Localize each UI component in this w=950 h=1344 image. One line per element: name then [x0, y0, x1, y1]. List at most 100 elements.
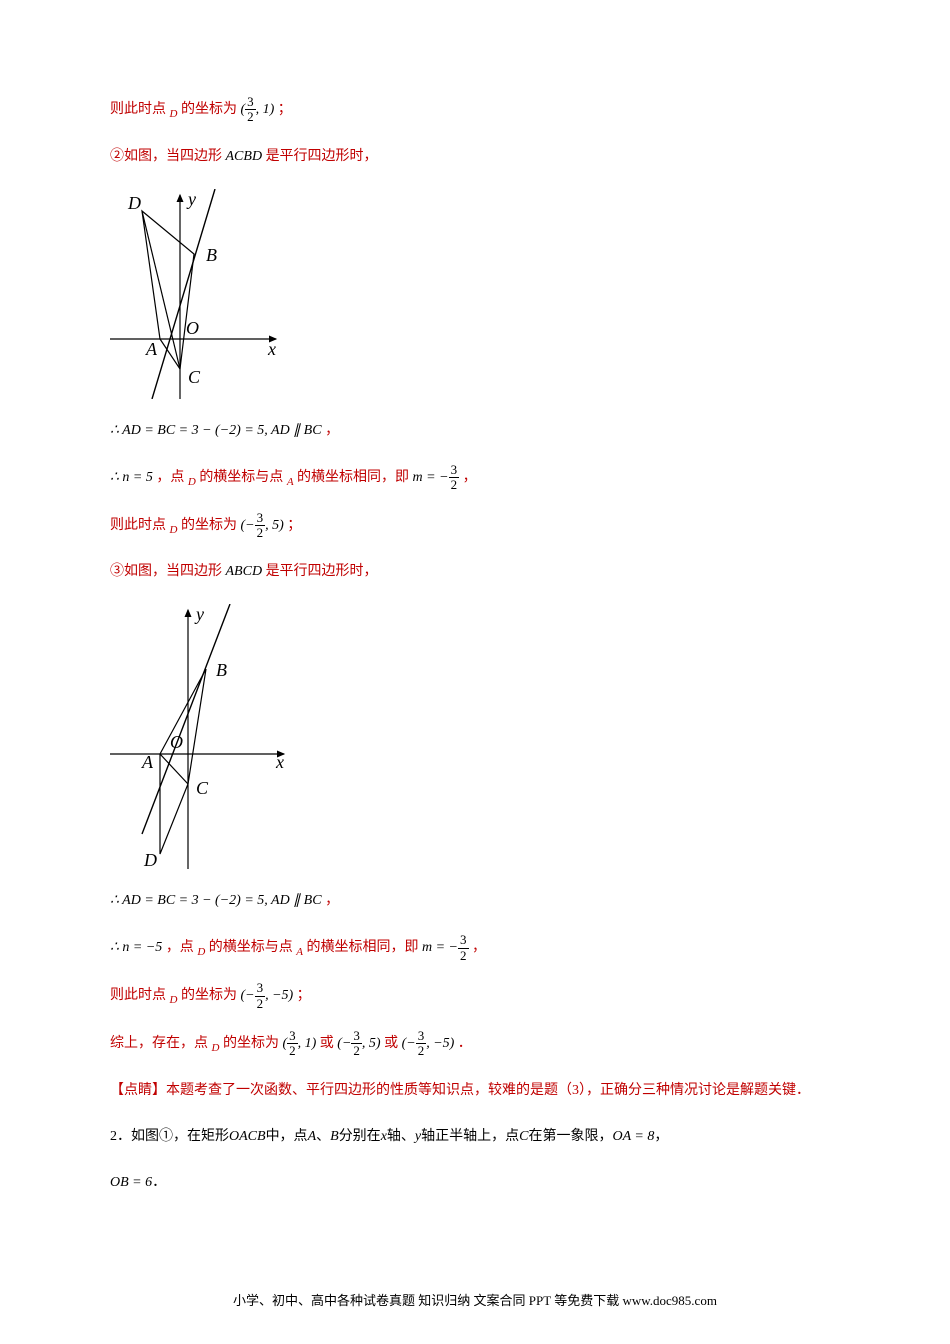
- text: 则此时点: [110, 518, 166, 533]
- text: ；: [297, 988, 311, 1003]
- text: 或: [384, 1036, 398, 1051]
- sub-D: D: [212, 1042, 220, 1054]
- sub-D: D: [197, 946, 205, 958]
- coord: , 5): [362, 1036, 381, 1051]
- text: ．: [152, 1175, 166, 1190]
- eq-1: ∴ AD = BC = 3 − (−2) = 5, AD ∥ BC ，: [110, 417, 840, 445]
- svg-text:A: A: [145, 339, 158, 359]
- coord-open: (−: [240, 518, 254, 533]
- svg-text:O: O: [170, 732, 183, 752]
- sub-D: D: [170, 994, 178, 1006]
- text: 或: [320, 1036, 334, 1051]
- svg-text:A: A: [141, 752, 154, 772]
- line-3: ∴ n = 5 ，点 D 的横坐标与点 A 的横坐标相同，即 m = −32 ，: [110, 463, 840, 493]
- text: 中，点: [266, 1129, 308, 1144]
- svg-text:C: C: [196, 778, 209, 798]
- comma: ，: [325, 423, 339, 438]
- sub-D: D: [170, 108, 178, 120]
- coord: , 1): [298, 1036, 317, 1051]
- coord: , −5): [265, 988, 293, 1003]
- eq-text: ∴ AD = BC = 3 − (−2) = 5, AD ∥ BC: [110, 423, 322, 438]
- text: ，: [654, 1129, 668, 1144]
- frac: 32: [416, 1029, 427, 1059]
- text: ，点: [166, 940, 194, 955]
- text: 是平行四边形时，: [266, 149, 378, 164]
- line-7: 则此时点 D 的坐标为 (−32, −5) ；: [110, 981, 840, 1011]
- text: 在第一象限，: [528, 1129, 612, 1144]
- coord-open: (−: [240, 988, 254, 1003]
- m-eq: m = −: [422, 940, 458, 955]
- coord: , 1): [256, 102, 275, 117]
- eq-text: ∴ AD = BC = 3 − (−2) = 5, AD ∥ BC: [110, 893, 322, 908]
- quad-name: ACBD: [226, 149, 263, 164]
- text: 综上，存在，点: [110, 1036, 208, 1051]
- svg-text:B: B: [206, 245, 217, 265]
- diagram-1: D B A O C x y: [110, 189, 280, 399]
- t: B: [330, 1129, 339, 1144]
- eq: ∴ n = −5: [110, 940, 162, 955]
- svg-text:B: B: [216, 660, 227, 680]
- svg-text:y: y: [194, 604, 204, 624]
- text: ，: [472, 940, 486, 955]
- svg-text:y: y: [186, 189, 196, 209]
- eq-2: ∴ AD = BC = 3 − (−2) = 5, AD ∥ BC ，: [110, 887, 840, 915]
- frac: 32: [287, 1029, 298, 1059]
- text: ，点: [156, 470, 184, 485]
- coord-open: (−: [402, 1036, 416, 1051]
- coord: , 5): [265, 518, 284, 533]
- svg-text:C: C: [188, 367, 201, 387]
- frac: 32: [449, 463, 460, 493]
- diagram-2: B A O C D x y: [110, 604, 290, 869]
- text: 轴正半轴上，点: [421, 1129, 519, 1144]
- text: ；: [278, 102, 292, 117]
- svg-text:O: O: [186, 318, 199, 338]
- text: 的横坐标与点: [209, 940, 293, 955]
- text: 的横坐标相同，即: [297, 470, 409, 485]
- text: 的坐标为: [223, 1036, 279, 1051]
- text: ．: [458, 1036, 472, 1051]
- t: OACB: [229, 1129, 266, 1144]
- page: 则此时点 D 的坐标为 (32, 1) ； ②如图，当四边形 ACBD 是平行四…: [0, 0, 950, 1344]
- text: 则此时点: [110, 102, 166, 117]
- text: 2．如图①，在矩形: [110, 1129, 229, 1144]
- text: 轴、: [387, 1129, 415, 1144]
- frac: 32: [255, 981, 266, 1011]
- coord-open: (−: [337, 1036, 351, 1051]
- line-5: ③如图，当四边形 ABCD 是平行四边形时，: [110, 558, 840, 586]
- line-1: 则此时点 D 的坐标为 (32, 1) ；: [110, 95, 840, 125]
- text: 分别在: [339, 1129, 381, 1144]
- frac: 32: [255, 511, 266, 541]
- page-footer: 小学、初中、高中各种试卷真题 知识归纳 文案合同 PPT 等免费下载 www.d…: [0, 1290, 950, 1309]
- text: ③如图，当四边形: [110, 564, 222, 579]
- coord: , −5): [426, 1036, 454, 1051]
- quad-name: ABCD: [226, 564, 263, 579]
- t: OA = 8: [612, 1129, 654, 1144]
- text: ，: [463, 470, 477, 485]
- text: 是平行四边形时，: [266, 564, 378, 579]
- eq: ∴ n = 5: [110, 470, 153, 485]
- line-4: 则此时点 D 的坐标为 (−32, 5) ；: [110, 511, 840, 541]
- text: 的横坐标相同，即: [307, 940, 419, 955]
- line-8: 综上，存在，点 D 的坐标为 (32, 1) 或 (−32, 5) 或 (−32…: [110, 1029, 840, 1059]
- line-6: ∴ n = −5 ，点 D 的横坐标与点 A 的横坐标相同，即 m = −32 …: [110, 933, 840, 963]
- text: 则此时点: [110, 988, 166, 1003]
- svg-text:D: D: [143, 850, 157, 869]
- text: 的坐标为: [181, 102, 237, 117]
- line-2: ②如图，当四边形 ACBD 是平行四边形时，: [110, 143, 840, 171]
- text: ②如图，当四边形: [110, 149, 222, 164]
- sub-A: A: [287, 476, 294, 488]
- text: 、: [316, 1129, 330, 1144]
- svg-text:x: x: [275, 752, 284, 772]
- t: A: [308, 1129, 317, 1144]
- text: ；: [287, 518, 301, 533]
- svg-text:x: x: [267, 339, 276, 359]
- text: 的坐标为: [181, 988, 237, 1003]
- frac: 32: [351, 1029, 362, 1059]
- text: 的横坐标与点: [199, 470, 283, 485]
- sub-D: D: [170, 523, 178, 535]
- comma: ，: [325, 893, 339, 908]
- frac: 32: [245, 95, 256, 125]
- sub-D: D: [188, 476, 196, 488]
- svg-text:D: D: [127, 193, 141, 213]
- m-eq: m = −: [413, 470, 449, 485]
